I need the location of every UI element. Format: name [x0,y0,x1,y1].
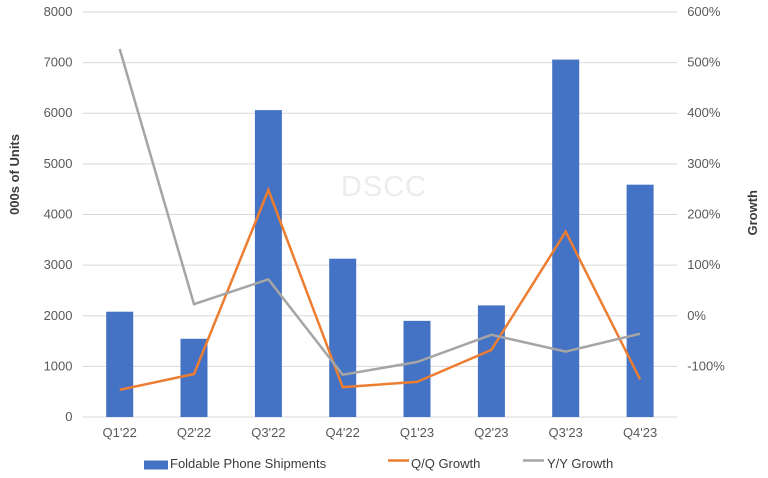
svg-text:8000: 8000 [44,4,73,19]
svg-text:5000: 5000 [44,156,73,171]
svg-text:Q4'23: Q4'23 [623,425,657,440]
svg-text:600%: 600% [687,4,721,19]
svg-text:Q3'23: Q3'23 [549,425,583,440]
svg-text:100%: 100% [687,257,721,272]
svg-text:300%: 300% [687,156,721,171]
svg-text:6000: 6000 [44,105,73,120]
svg-text:Q4'22: Q4'22 [326,425,360,440]
svg-text:Q2'22: Q2'22 [177,425,211,440]
svg-text:Q1'22: Q1'22 [103,425,137,440]
svg-text:200%: 200% [687,207,721,222]
svg-text:4000: 4000 [44,207,73,222]
svg-text:Q2'23: Q2'23 [474,425,508,440]
svg-text:Q1'23: Q1'23 [400,425,434,440]
svg-text:Foldable Phone Shipments: Foldable Phone Shipments [170,456,327,471]
svg-text:Q/Q Growth: Q/Q Growth [411,456,480,471]
svg-text:DSCC: DSCC [341,171,427,203]
svg-text:Q3'22: Q3'22 [251,425,285,440]
svg-text:1000: 1000 [44,358,73,373]
svg-text:7000: 7000 [44,55,73,70]
svg-text:Y/Y Growth: Y/Y Growth [547,456,613,471]
svg-text:-100%: -100% [687,358,725,373]
svg-text:500%: 500% [687,55,721,70]
svg-text:400%: 400% [687,105,721,120]
svg-text:0%: 0% [687,308,706,323]
svg-text:0: 0 [65,409,72,424]
svg-text:2000: 2000 [44,308,73,323]
svg-text:3000: 3000 [44,257,73,272]
